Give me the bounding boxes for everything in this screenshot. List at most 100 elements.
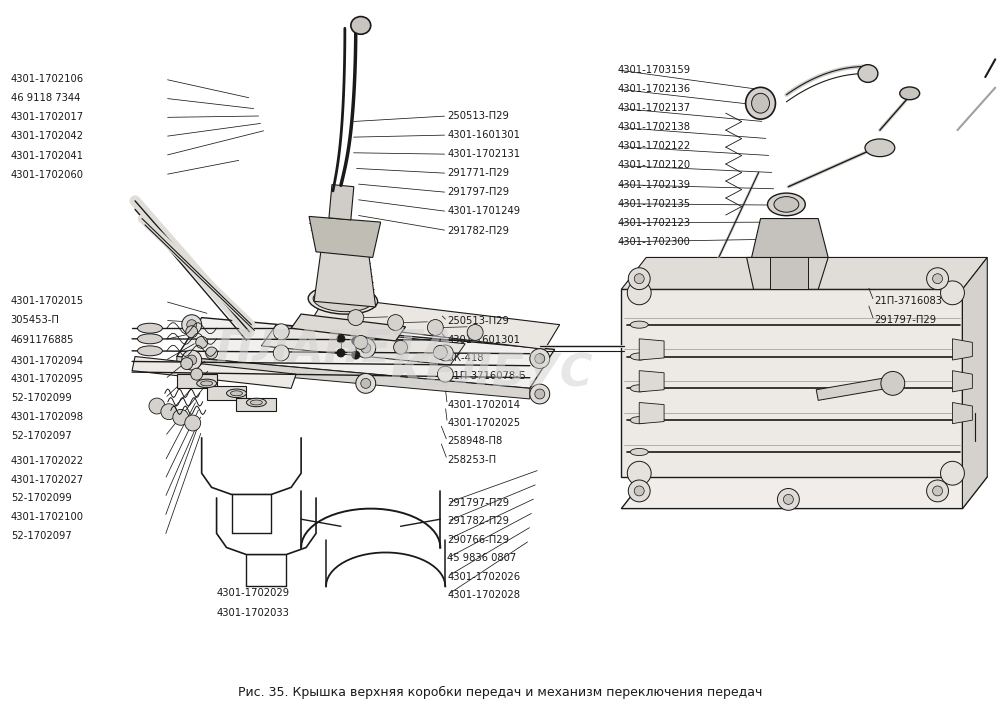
Ellipse shape: [530, 349, 550, 369]
Polygon shape: [177, 356, 530, 399]
Text: 291797-П29: 291797-П29: [447, 498, 509, 508]
Ellipse shape: [768, 193, 805, 216]
Ellipse shape: [186, 326, 198, 338]
Ellipse shape: [752, 93, 769, 113]
Ellipse shape: [941, 281, 964, 304]
Polygon shape: [752, 219, 828, 257]
Text: КЕЛБУС: КЕЛБУС: [388, 353, 592, 396]
Polygon shape: [816, 378, 888, 401]
Ellipse shape: [308, 286, 378, 314]
Ellipse shape: [352, 337, 360, 345]
Ellipse shape: [361, 379, 371, 389]
Ellipse shape: [206, 347, 218, 359]
Polygon shape: [639, 339, 664, 360]
Text: 4301-1702029: 4301-1702029: [217, 588, 290, 598]
Ellipse shape: [927, 268, 948, 289]
Text: 4301-1702026: 4301-1702026: [447, 572, 520, 582]
Ellipse shape: [630, 353, 648, 360]
Ellipse shape: [783, 494, 793, 504]
Ellipse shape: [941, 461, 964, 485]
Polygon shape: [639, 371, 664, 392]
Text: 4301-1702122: 4301-1702122: [617, 141, 691, 151]
Ellipse shape: [627, 281, 651, 304]
Ellipse shape: [627, 461, 651, 485]
Ellipse shape: [394, 340, 408, 354]
Polygon shape: [309, 217, 381, 257]
Text: 21П-3716078-Б: 21П-3716078-Б: [447, 371, 526, 381]
Ellipse shape: [181, 358, 193, 369]
Polygon shape: [639, 402, 664, 424]
Ellipse shape: [273, 324, 289, 339]
Text: 291797-П29: 291797-П29: [447, 188, 509, 198]
Polygon shape: [236, 399, 276, 411]
Text: 4301-1702017: 4301-1702017: [11, 113, 84, 123]
Polygon shape: [770, 257, 808, 289]
Text: 52-1702099: 52-1702099: [11, 394, 71, 404]
Ellipse shape: [433, 345, 447, 359]
Polygon shape: [621, 257, 987, 289]
Text: 4301-1702060: 4301-1702060: [11, 170, 84, 180]
Polygon shape: [329, 185, 354, 220]
Ellipse shape: [881, 371, 905, 395]
Text: 4301-1702041: 4301-1702041: [11, 150, 84, 160]
Ellipse shape: [191, 368, 203, 380]
Ellipse shape: [182, 314, 202, 334]
Ellipse shape: [227, 389, 246, 398]
Polygon shape: [132, 356, 296, 389]
Text: 4301-1702094: 4301-1702094: [11, 356, 84, 366]
Ellipse shape: [858, 65, 878, 83]
Text: 4301-1702098: 4301-1702098: [11, 412, 84, 422]
Text: 4301-1703159: 4301-1703159: [617, 65, 690, 75]
Text: 291797-П29: 291797-П29: [874, 315, 936, 325]
Ellipse shape: [933, 274, 943, 284]
Ellipse shape: [356, 374, 376, 394]
Ellipse shape: [535, 389, 545, 399]
Text: 4301-1702015: 4301-1702015: [11, 297, 84, 307]
Polygon shape: [952, 402, 972, 424]
Ellipse shape: [777, 488, 799, 511]
Ellipse shape: [250, 400, 262, 405]
Ellipse shape: [173, 409, 189, 425]
Text: 4301-1601301: 4301-1601301: [447, 130, 520, 140]
Ellipse shape: [927, 480, 948, 502]
Text: 4691176885: 4691176885: [11, 334, 74, 344]
Ellipse shape: [388, 314, 404, 331]
Ellipse shape: [273, 345, 289, 361]
Polygon shape: [621, 289, 962, 477]
Polygon shape: [952, 339, 972, 360]
Polygon shape: [177, 374, 217, 389]
Text: 4301-1702136: 4301-1702136: [617, 84, 690, 94]
Ellipse shape: [201, 381, 213, 386]
Ellipse shape: [865, 139, 895, 157]
Ellipse shape: [933, 486, 943, 496]
Text: ПЛАНЕТА: ПЛАНЕТА: [215, 328, 457, 371]
Text: 4301-1702120: 4301-1702120: [617, 160, 690, 170]
Text: 4301-1702028: 4301-1702028: [447, 590, 520, 600]
Text: 291771-П29: 291771-П29: [447, 168, 509, 178]
Text: 4301-1701249: 4301-1701249: [447, 207, 520, 217]
Ellipse shape: [313, 288, 373, 312]
Ellipse shape: [535, 354, 545, 364]
Ellipse shape: [361, 343, 371, 353]
Ellipse shape: [351, 16, 371, 34]
Text: 258253-П: 258253-П: [447, 455, 496, 465]
Polygon shape: [952, 371, 972, 392]
Ellipse shape: [900, 87, 920, 100]
Text: 4301-1702300: 4301-1702300: [617, 237, 690, 247]
Ellipse shape: [348, 309, 364, 326]
Text: 4301-1702100: 4301-1702100: [11, 512, 84, 522]
Text: 305453-П: 305453-П: [11, 315, 60, 325]
Ellipse shape: [337, 335, 345, 343]
Ellipse shape: [138, 323, 162, 333]
Text: 4301-1702095: 4301-1702095: [11, 374, 84, 384]
Polygon shape: [291, 314, 406, 341]
Ellipse shape: [630, 321, 648, 328]
Text: 4301-1702106: 4301-1702106: [11, 74, 84, 84]
Ellipse shape: [354, 335, 368, 349]
Polygon shape: [747, 257, 828, 289]
Text: 4301-1601301: 4301-1601301: [447, 334, 520, 344]
Ellipse shape: [187, 319, 197, 329]
Text: 52-1702099: 52-1702099: [11, 493, 71, 503]
Ellipse shape: [437, 345, 453, 361]
Ellipse shape: [149, 398, 165, 414]
